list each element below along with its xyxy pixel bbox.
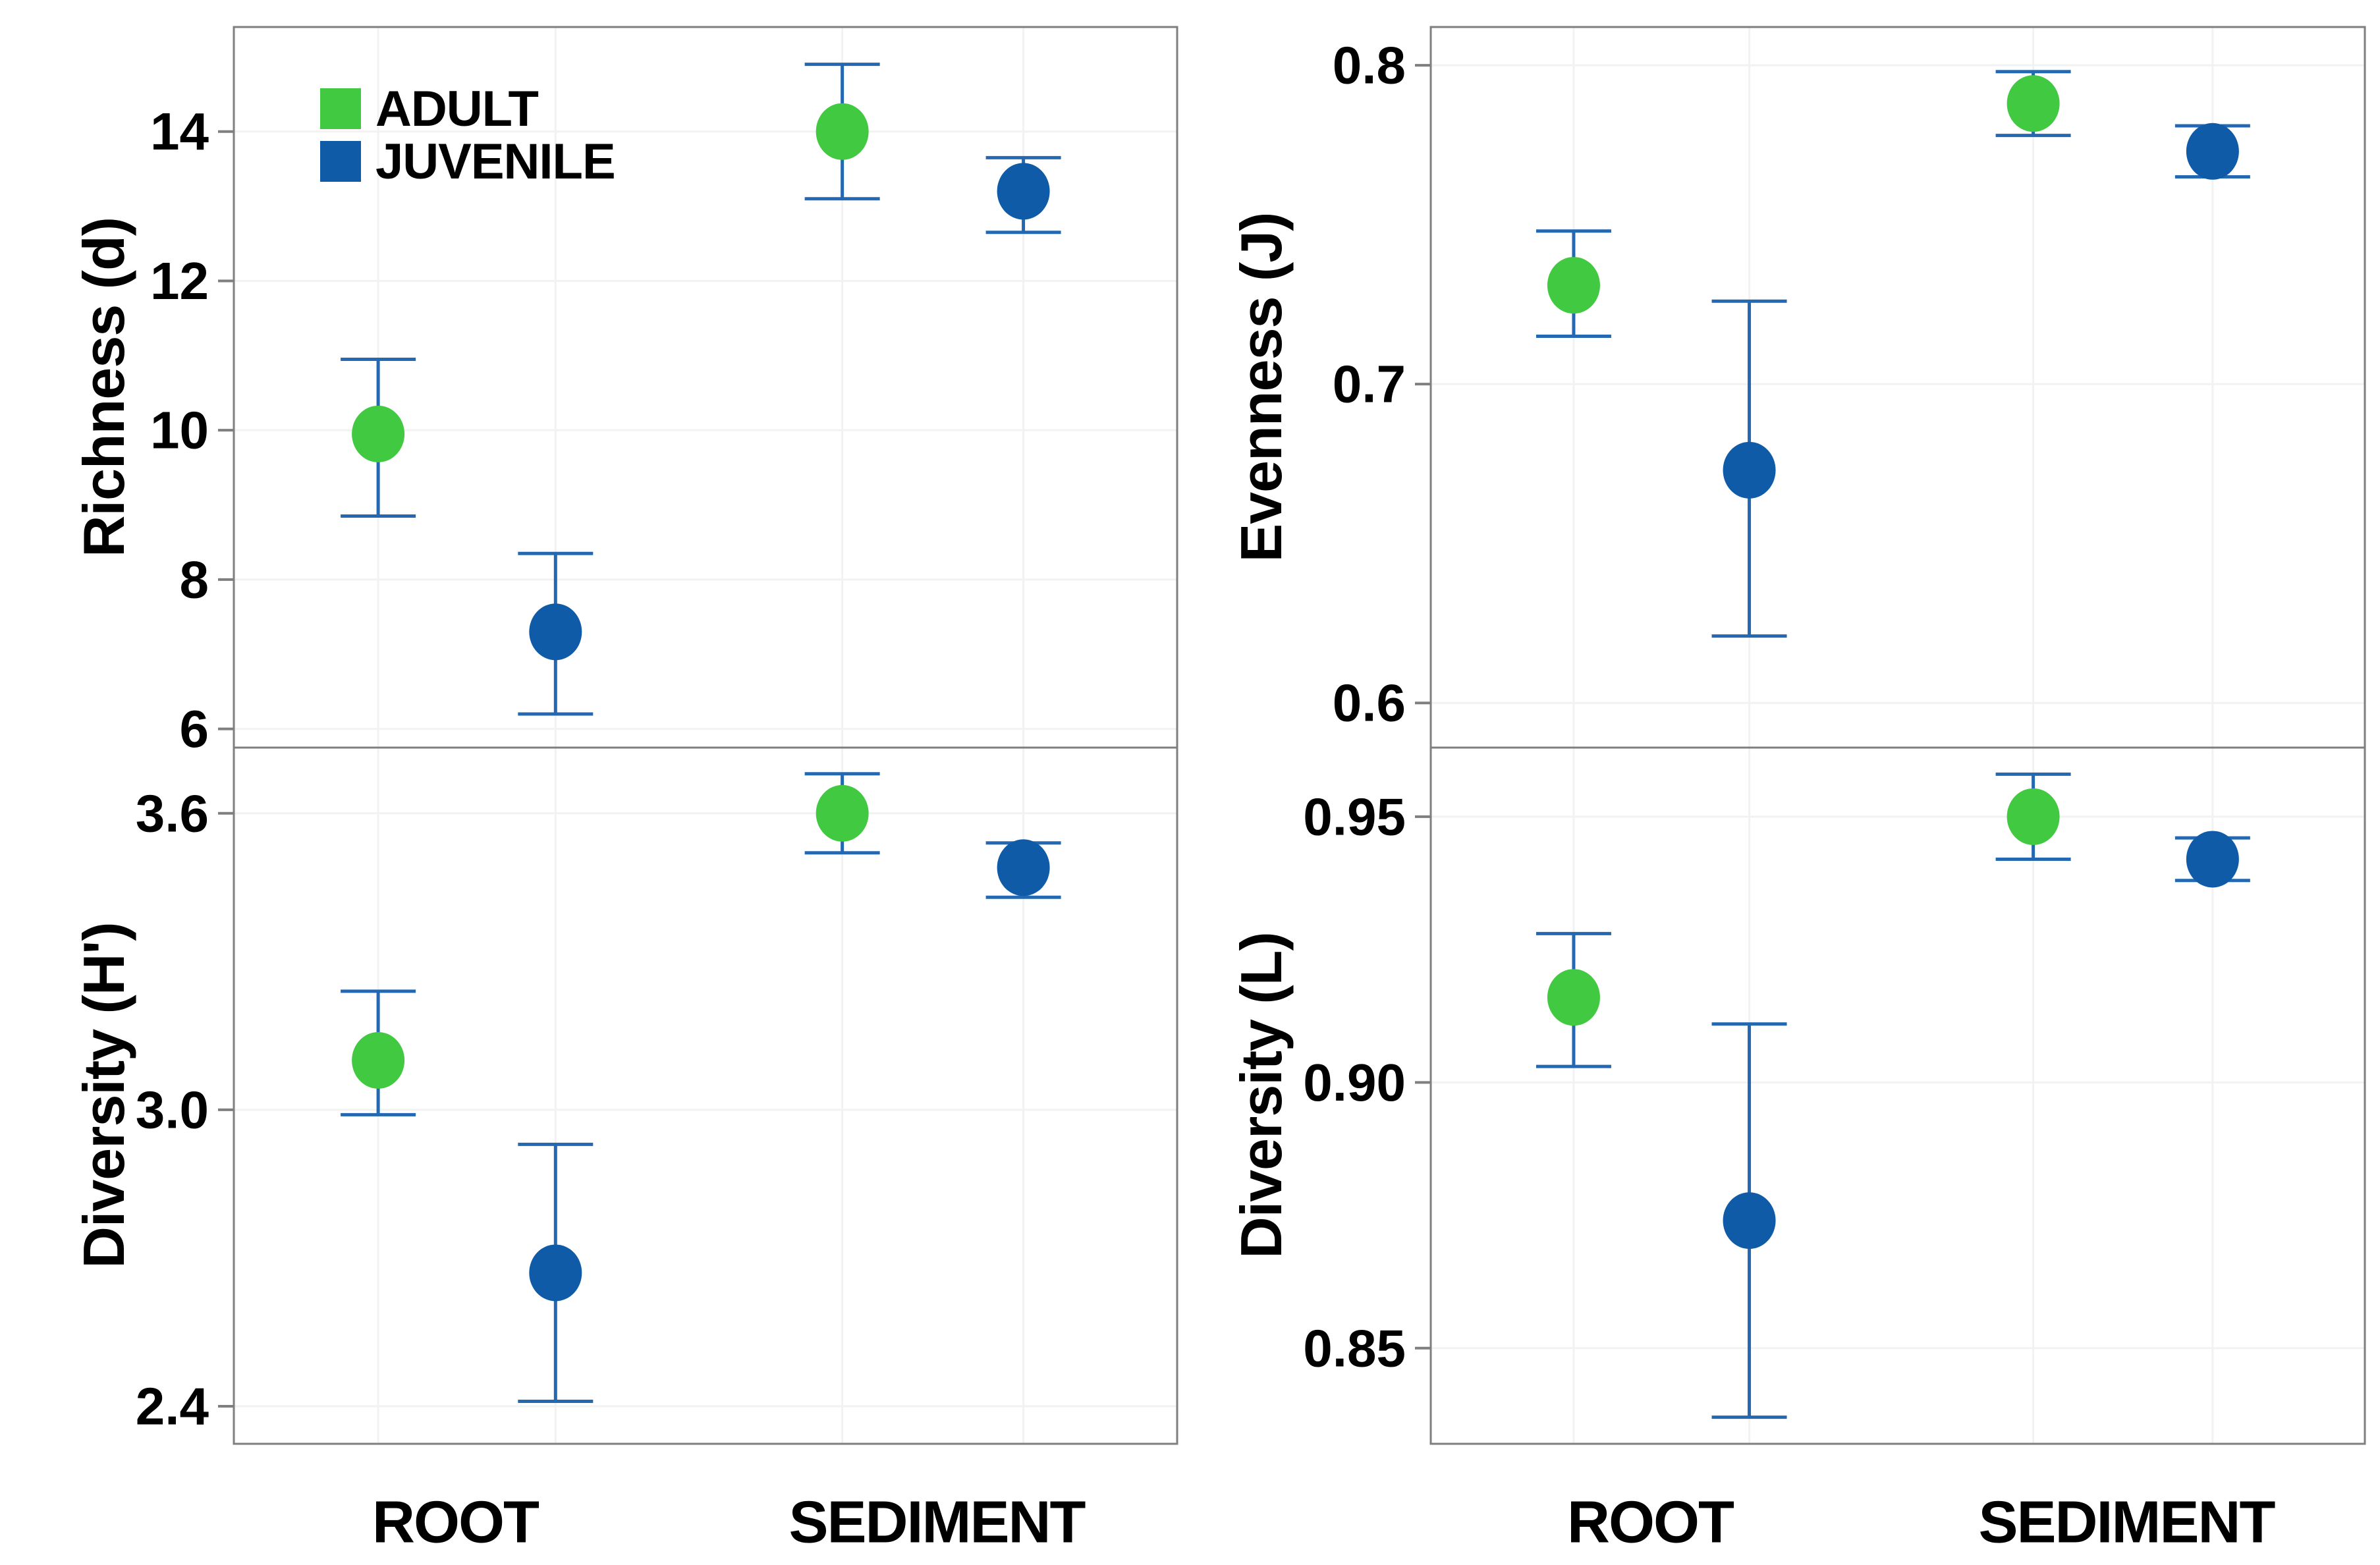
data-point-adult-root [352, 1031, 405, 1089]
y-tick-label: 0.85 [1303, 1319, 1406, 1377]
y-tick-label: 0.6 [1333, 674, 1406, 732]
y-axis-label-evenness: Evenness (J) [1229, 212, 1294, 563]
y-axis-label-diversity-l: Diversity (L) [1229, 932, 1294, 1259]
legend-label-adult: ADULT [375, 80, 539, 137]
juvenile-swatch-icon [320, 141, 361, 182]
panel-frame [233, 746, 1178, 1445]
y-tick-label: 0.90 [1303, 1053, 1406, 1112]
adult-swatch-icon [320, 88, 361, 129]
legend: ADULT JUVENILE [320, 81, 616, 194]
data-point-juvenile-sediment [997, 163, 1050, 220]
panel-frame [1429, 746, 2366, 1445]
data-point-juvenile-root [529, 1244, 582, 1302]
y-tick-label: 10 [150, 401, 209, 460]
x-category-label-sediment-left: SEDIMENT [789, 1489, 1086, 1556]
y-tick-label: 12 [150, 252, 209, 310]
y-tick-label: 0.95 [1303, 787, 1406, 846]
data-point-adult-sediment [2006, 788, 2060, 845]
y-tick-label: 3.6 [136, 784, 209, 842]
y-tick-label: 3.0 [136, 1080, 209, 1139]
data-point-adult-root [1547, 969, 1600, 1026]
data-point-juvenile-root [529, 603, 582, 661]
data-point-adult-root [1547, 257, 1600, 314]
y-tick-label: 0.7 [1333, 355, 1406, 414]
legend-item-adult: ADULT [320, 81, 615, 137]
data-point-juvenile-sediment [2186, 123, 2239, 180]
data-point-juvenile-root [1723, 441, 1776, 499]
data-point-juvenile-sediment [2186, 831, 2239, 888]
legend-item-juvenile: JUVENILE [320, 134, 616, 190]
y-axis-label-diversity-h: Diversity (H') [71, 922, 136, 1269]
x-category-label-root-right: ROOT [1567, 1489, 1734, 1556]
y-tick-label: 8 [180, 550, 209, 609]
data-point-adult-sediment [816, 784, 869, 842]
x-category-label-sediment-right: SEDIMENT [1978, 1489, 2275, 1556]
panel-background [234, 27, 1177, 748]
data-point-adult-sediment [816, 103, 869, 160]
x-category-label-root-left: ROOT [372, 1489, 540, 1556]
y-tick-label: 6 [180, 700, 209, 758]
data-point-juvenile-sediment [997, 839, 1050, 896]
data-point-juvenile-root [1723, 1192, 1776, 1249]
y-tick-label: 0.8 [1333, 36, 1406, 95]
data-point-adult-root [352, 405, 405, 462]
y-tick-label: 2.4 [136, 1377, 209, 1435]
legend-label-juvenile: JUVENILE [375, 133, 616, 190]
y-tick-label: 14 [150, 102, 209, 161]
data-point-adult-sediment [2006, 75, 2060, 132]
y-axis-label-richness: Richness (d) [71, 217, 136, 558]
